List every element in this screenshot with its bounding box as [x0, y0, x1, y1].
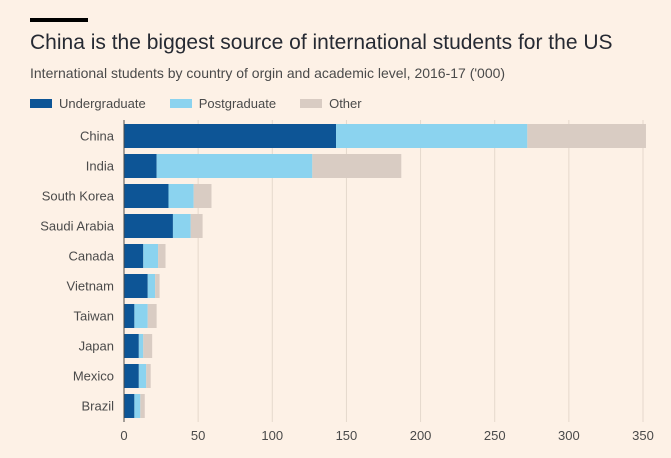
bar-mexico-other: [146, 364, 151, 388]
bar-india-other: [312, 154, 402, 178]
bar-india-undergraduate: [124, 154, 157, 178]
legend-label-undergraduate: Undergraduate: [59, 95, 146, 111]
x-tick-label-300: 300: [558, 428, 580, 443]
category-label-mexico: Mexico: [73, 369, 114, 384]
category-label-brazil: Brazil: [81, 399, 114, 414]
bar-canada-postgraduate: [143, 244, 159, 268]
bar-saudi-arabia-other: [190, 214, 203, 238]
legend-item-postgraduate: Postgraduate: [169, 95, 277, 111]
x-tick-label-0: 0: [120, 428, 127, 443]
category-label-saudi-arabia: Saudi Arabia: [40, 219, 114, 234]
bar-japan-postgraduate: [138, 334, 144, 358]
category-label-india: India: [86, 159, 115, 174]
bar-china-other: [527, 124, 646, 148]
legend: Undergraduate Postgraduate Other: [30, 95, 386, 111]
bar-taiwan-postgraduate: [134, 304, 148, 328]
x-tick-label-150: 150: [336, 428, 358, 443]
legend-label-other: Other: [329, 95, 362, 111]
bar-south-korea-postgraduate: [168, 184, 194, 208]
bar-mexico-postgraduate: [138, 364, 147, 388]
legend-swatch-other: [300, 98, 323, 108]
category-label-china: China: [80, 129, 115, 144]
x-tick-label-50: 50: [191, 428, 205, 443]
bar-japan-undergraduate: [124, 334, 139, 358]
bar-china-postgraduate: [336, 124, 528, 148]
bar-brazil-undergraduate: [124, 394, 135, 418]
legend-item-other: Other: [300, 96, 362, 111]
legend-item-undergraduate: Undergraduate: [30, 96, 146, 111]
x-tick-label-200: 200: [410, 428, 432, 443]
category-label-taiwan: Taiwan: [74, 309, 114, 324]
bar-canada-other: [158, 244, 166, 268]
chart-title: China is the biggest source of internati…: [30, 31, 613, 54]
bar-vietnam-undergraduate: [124, 274, 148, 298]
bar-saudi-arabia-undergraduate: [124, 214, 173, 238]
bar-china-undergraduate: [124, 124, 337, 148]
legend-label-postgraduate: Postgraduate: [198, 95, 277, 111]
category-label-south-korea: South Korea: [42, 189, 115, 204]
bar-brazil-other: [140, 394, 145, 418]
bar-saudi-arabia-postgraduate: [172, 214, 191, 238]
bar-india-postgraduate: [156, 154, 313, 178]
bar-japan-other: [143, 334, 153, 358]
legend-swatch-postgraduate: [169, 98, 192, 108]
bar-vietnam-other: [155, 274, 160, 298]
x-tick-label-100: 100: [261, 428, 283, 443]
x-tick-label-350: 350: [632, 428, 654, 443]
x-tick-label-250: 250: [484, 428, 506, 443]
bar-south-korea-undergraduate: [124, 184, 169, 208]
bar-canada-undergraduate: [124, 244, 144, 268]
bar-taiwan-undergraduate: [124, 304, 135, 328]
bar-brazil-postgraduate: [134, 394, 141, 418]
chart-subtitle: International students by country of org…: [30, 65, 506, 81]
bar-vietnam-postgraduate: [147, 274, 156, 298]
category-label-vietnam: Vietnam: [67, 279, 114, 294]
bar-taiwan-other: [147, 304, 157, 328]
bar-south-korea-other: [193, 184, 212, 208]
top-rule: [30, 18, 88, 22]
category-label-japan: Japan: [79, 339, 114, 354]
bar-mexico-undergraduate: [124, 364, 139, 388]
category-label-canada: Canada: [68, 249, 114, 264]
legend-swatch-undergraduate: [30, 98, 52, 108]
